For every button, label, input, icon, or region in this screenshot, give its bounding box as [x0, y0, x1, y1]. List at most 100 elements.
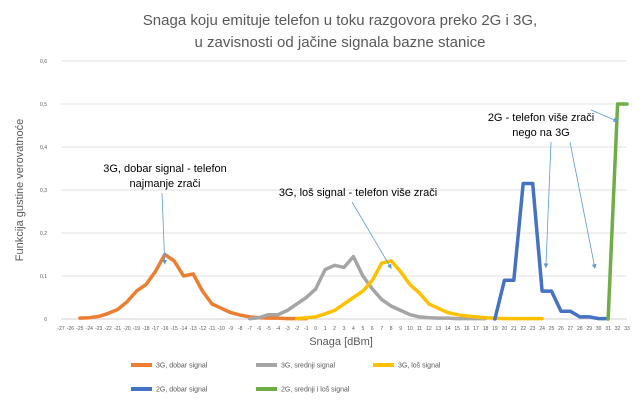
x-tick-label: 5 [361, 326, 364, 332]
x-tick-label: -13 [189, 326, 196, 332]
x-tick-label: 22 [520, 326, 526, 332]
x-tick-label: -25 [76, 326, 83, 332]
x-tick-label: -11 [209, 326, 216, 332]
annotation-arrow [543, 141, 552, 269]
legend-item: 2G, srednji i loš signal [256, 387, 350, 394]
x-tick-label: -8 [238, 326, 243, 332]
x-tick-label: -21 [114, 326, 121, 332]
x-axis-label: Snaga [dBm] [309, 336, 373, 348]
legend-label: 2G, srednji i loš signal [281, 387, 350, 394]
chart-title-line-2: u zavisnosti od jačine signala bazne sta… [194, 34, 485, 51]
x-tick-label: -20 [123, 326, 130, 332]
annotation-3g-good-line-1: 3G, dobar signal - telefon [103, 163, 227, 175]
x-tick-label: -16 [161, 326, 168, 332]
legend-label: 3G, loš signal [398, 363, 441, 370]
x-tick-label: -23 [95, 326, 102, 332]
gridlines [61, 60, 627, 277]
x-tick-label: 3 [343, 326, 346, 332]
legend-label: 3G, srednji signal [281, 363, 336, 370]
x-tick-label: 20 [502, 326, 508, 332]
x-tick-label: 15 [454, 326, 460, 332]
x-tick-label: -6 [257, 326, 262, 332]
x-tick-label: 23 [530, 326, 536, 332]
x-tick-label: -2 [295, 326, 300, 332]
chart-title-line-1: Snaga koju emituje telefon u toku razgov… [143, 12, 537, 29]
x-tick-label: -15 [171, 326, 178, 332]
x-tick-label: 21 [511, 326, 517, 332]
x-tick-label: 25 [549, 326, 555, 332]
x-tick-label: 33 [624, 326, 630, 332]
x-tick-label: -17 [152, 326, 159, 332]
series-line-1 [247, 254, 488, 321]
x-tick-label: -24 [86, 326, 93, 332]
y-tick-label: 0,4 [40, 145, 47, 151]
x-tick-label: 30 [596, 326, 602, 332]
x-tick-label: 4 [352, 326, 355, 332]
x-tick-label: 11 [417, 326, 422, 332]
x-tick-label: -27 [57, 326, 64, 332]
legend-item: 3G, loš signal [373, 363, 441, 370]
legend-label: 2G, dobar signal [156, 387, 208, 394]
annotation-arrows [161, 109, 619, 270]
x-tick-label: 18 [483, 326, 489, 332]
x-tick-label: 1 [324, 326, 327, 332]
x-tick-label: 28 [577, 326, 583, 332]
x-tick-label: 32 [615, 326, 621, 332]
legend: 3G, dobar signal 3G, srednji signal 3G, lo… [131, 363, 441, 394]
x-tick-label: -1 [304, 326, 309, 332]
annotation-3g-bad: 3G, loš signal - telefon više zrači [279, 187, 437, 199]
x-axis-ticks: -27 -26 -25 -24 -23 -22 -21 -20 -19 -18 -17 -16 -15-… [57, 326, 630, 332]
x-tick-label: -4 [276, 326, 281, 332]
x-tick-label: 19 [492, 326, 498, 332]
x-tick-label: 13 [436, 326, 442, 332]
annotation-arrow [569, 141, 597, 270]
x-tick-label: -3 [285, 326, 290, 332]
y-axis-ticks: 0 0,1 0,2 0,3 0,4 0,5 0,6 [40, 59, 47, 323]
x-tick-label: 26 [558, 326, 564, 332]
legend-item: 3G, srednji signal [256, 363, 336, 370]
y-tick-label: 0,5 [40, 102, 47, 108]
series-line-3 [493, 181, 610, 321]
x-tick-label: 17 [473, 326, 479, 332]
legend-item: 3G, dobar signal [131, 363, 208, 370]
y-axis-label: Funkcija gustine verovatnoće [14, 119, 26, 261]
annotation-arrow [351, 201, 392, 269]
x-tick-label: 8 [390, 326, 393, 332]
series-line-4 [606, 102, 629, 321]
x-tick-label: -12 [199, 326, 206, 332]
annotation-2g-line-1: 2G - telefon više zrači [488, 112, 594, 124]
x-tick-label: -10 [218, 326, 225, 332]
x-tick-label: 31 [605, 326, 611, 332]
x-tick-label: 14 [445, 326, 451, 332]
legend-label: 3G, dobar signal [156, 363, 208, 370]
annotation-2g-line-2: nego na 3G [512, 127, 570, 139]
annotation-arrow [590, 109, 619, 122]
x-tick-label: -9 [229, 326, 234, 332]
annotation-3g-good-line-2: najmanje zrači [130, 178, 201, 190]
annotation-arrow [161, 192, 168, 265]
x-tick-label: 12 [426, 326, 432, 332]
x-tick-label: -14 [180, 326, 187, 332]
series-layer [78, 102, 629, 321]
x-tick-label: 24 [539, 326, 545, 332]
x-tick-label: 29 [586, 326, 592, 332]
x-tick-label: 16 [464, 326, 470, 332]
series-line-2 [295, 259, 544, 321]
y-tick-label: 0,2 [40, 231, 47, 237]
x-tick-label: -7 [247, 326, 252, 332]
x-tick-label: 27 [568, 326, 574, 332]
y-tick-label: 0,3 [40, 188, 47, 194]
x-tick-label: 9 [399, 326, 402, 332]
x-tick-label: 2 [333, 326, 336, 332]
series-line-0 [78, 252, 309, 321]
x-tick-label: 6 [371, 326, 374, 332]
x-tick-label: -22 [105, 326, 112, 332]
legend-item: 2G, dobar signal [131, 387, 208, 394]
y-tick-label: 0,1 [40, 274, 47, 280]
x-tick-label: 0 [314, 326, 317, 332]
y-tick-label: 0 [44, 317, 47, 323]
x-tick-label: -5 [266, 326, 271, 332]
x-tick-label: -26 [67, 326, 74, 332]
x-tick-label: -18 [142, 326, 149, 332]
